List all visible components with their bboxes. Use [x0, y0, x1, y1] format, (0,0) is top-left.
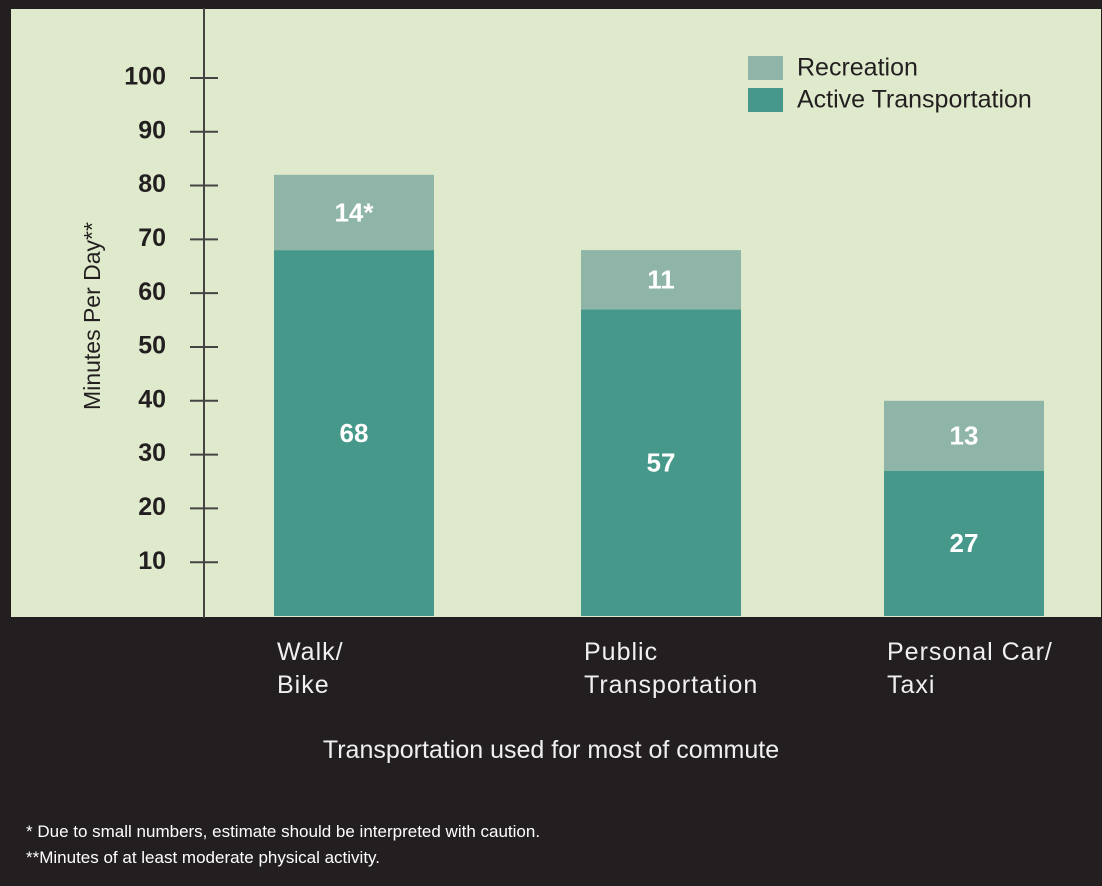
y-tick-label: 10	[138, 547, 166, 575]
value-label: 14*	[334, 197, 374, 227]
y-tick-label: 30	[138, 439, 166, 467]
footnote: * Due to small numbers, estimate should …	[26, 822, 541, 841]
bar-segment	[274, 250, 434, 616]
x-tick-label: Personal Car/ Taxi	[887, 638, 1053, 699]
y-tick-label: 50	[138, 332, 166, 360]
value-label: 13	[950, 421, 979, 451]
x-tick-label: Public Transportation	[584, 638, 759, 699]
y-tick-label: 100	[124, 63, 166, 91]
legend-swatch	[748, 88, 783, 112]
footnote: **Minutes of at least moderate physical …	[26, 848, 381, 867]
legend-label: Recreation	[797, 54, 918, 82]
y-tick-label: 70	[138, 224, 166, 252]
bar-segment	[581, 309, 741, 616]
y-tick-label: 80	[138, 170, 166, 198]
bar-segment	[581, 250, 741, 310]
value-label: 11	[647, 265, 675, 295]
legend-label: Active Transportation	[797, 86, 1032, 114]
x-tick-label: Walk/ Bike	[277, 638, 344, 699]
bar-segment	[884, 470, 1044, 616]
y-tick-label: 90	[138, 116, 166, 144]
bar-segment	[884, 400, 1044, 471]
value-label: 68	[340, 418, 369, 448]
y-axis-label: Minutes Per Day**	[79, 222, 105, 410]
legend-swatch	[748, 56, 783, 80]
value-label: 57	[647, 448, 676, 478]
y-tick-label: 40	[138, 385, 166, 413]
y-tick-label: 60	[138, 278, 166, 306]
y-tick-label: 20	[138, 493, 166, 521]
bar-segment	[274, 174, 434, 251]
value-label: 27	[950, 528, 979, 558]
x-axis-label: Transportation used for most of commute	[322, 736, 780, 764]
